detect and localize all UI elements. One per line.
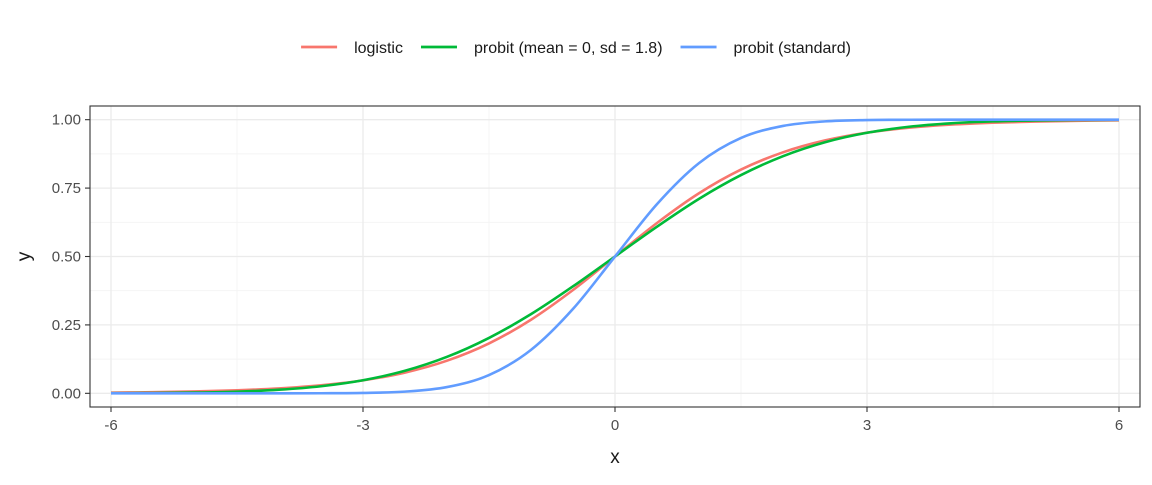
x-tick-label: -3 [356,417,369,434]
x-axis: -6 -3 0 3 6 [104,407,1123,434]
y-tick-label: 0.00 [52,385,81,402]
legend-item-0: logistic [301,40,403,57]
series-layer [110,118,1120,395]
legend-label-1: probit (mean = 0, sd = 1.8) [474,40,663,57]
y-tick-label: 0.50 [52,249,81,266]
x-tick-label: -6 [104,417,117,434]
y-axis: 0.00 0.25 0.50 0.75 1.00 [52,112,90,402]
y-tick-label: 0.25 [52,317,81,334]
legend-label-0: logistic [354,40,403,57]
series-line-2 [111,118,1119,395]
x-tick-label: 3 [863,417,871,434]
legend-label-2: probit (standard) [734,40,851,57]
x-tick-label: 6 [1115,417,1123,434]
x-axis-title: x [610,447,620,468]
legend-item-1: probit (mean = 0, sd = 1.8) [420,40,663,57]
y-tick-label: 0.75 [52,180,81,197]
y-axis-title: y [14,251,35,261]
legend-item-2: probit (standard) [680,40,851,57]
x-tick-label: 0 [611,417,619,434]
legend: logistic probit (mean = 0, sd = 1.8) probi… [301,40,851,57]
y-tick-label: 1.00 [52,112,81,129]
